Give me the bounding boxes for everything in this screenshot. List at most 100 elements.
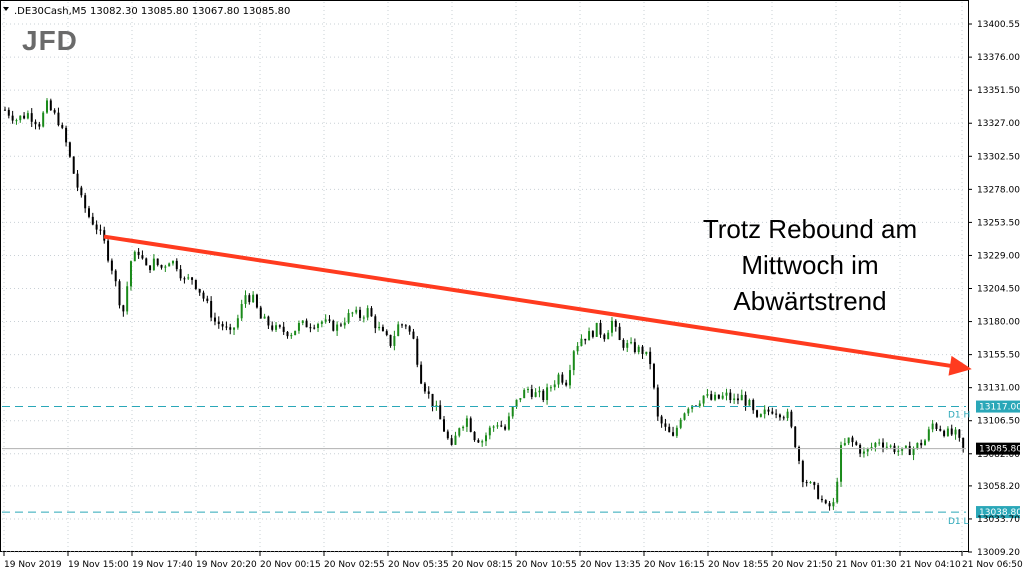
candle-body: [874, 442, 877, 447]
candle: [160, 264, 163, 270]
candle: [401, 323, 404, 328]
candle: [488, 425, 491, 440]
y-tick-label: 13204.50: [977, 285, 1020, 295]
candle-body: [904, 445, 907, 448]
candle-body: [698, 403, 701, 406]
candle-body: [878, 442, 881, 444]
candle: [95, 220, 98, 235]
candle-body: [248, 295, 251, 303]
candle: [859, 443, 862, 458]
candle-body: [729, 392, 732, 401]
candle-body: [870, 446, 873, 449]
candle: [752, 398, 755, 414]
candle: [443, 415, 446, 432]
candle-body: [664, 423, 667, 427]
collapse-triangle-icon[interactable]: [3, 7, 9, 11]
candle-body: [549, 387, 552, 389]
candle-body: [210, 300, 213, 318]
x-tick-label: 19 Nov 15:00: [68, 560, 129, 570]
candle: [118, 279, 121, 309]
candle: [523, 388, 526, 399]
candle: [381, 324, 384, 332]
candle-body: [836, 481, 839, 503]
candle: [500, 420, 503, 428]
candle-body: [675, 427, 678, 436]
candle-body: [213, 317, 216, 322]
candle-body: [912, 448, 915, 455]
candle-body: [534, 392, 537, 397]
candle: [427, 386, 430, 399]
candle-body: [252, 294, 255, 303]
candle-body: [588, 331, 591, 341]
candle-body: [691, 405, 694, 409]
candle: [236, 314, 239, 330]
x-tick-label: 19 Nov 20:20: [196, 560, 257, 570]
candle: [851, 435, 854, 447]
candle-body: [526, 389, 529, 391]
candle: [49, 98, 52, 111]
candle-body: [775, 413, 778, 415]
candle: [446, 429, 449, 440]
candle: [259, 305, 262, 319]
candle: [721, 392, 724, 400]
candle: [194, 279, 197, 290]
candle-body: [832, 502, 835, 507]
candle: [630, 337, 633, 345]
candles-layer: [4, 98, 965, 511]
candle-body: [110, 260, 113, 271]
candle: [935, 422, 938, 431]
candle-body: [462, 426, 465, 429]
level-price-badge: [976, 400, 1020, 413]
trendline-arrow-icon: [948, 355, 972, 376]
candle: [668, 423, 671, 433]
candle-body: [649, 351, 652, 365]
y-tick-label: 13376.00: [977, 53, 1020, 63]
candle-body: [481, 441, 484, 443]
candle: [950, 424, 953, 436]
candle: [7, 107, 10, 119]
x-tick-label: 20 Nov 16:15: [644, 560, 705, 570]
candle: [137, 248, 140, 259]
candle: [317, 322, 320, 332]
candle: [168, 262, 171, 267]
candle: [824, 499, 827, 505]
candle-body: [798, 447, 801, 461]
candle-body: [809, 482, 812, 484]
candle-body: [954, 429, 957, 435]
candle: [618, 323, 621, 341]
candle-body: [706, 394, 709, 396]
candle-body: [19, 115, 22, 121]
candle-body: [901, 447, 904, 451]
candle-body: [565, 382, 568, 386]
candle: [309, 323, 312, 333]
candle-body: [393, 336, 396, 346]
candle-body: [488, 427, 491, 436]
candle-body: [114, 270, 117, 282]
candle-body: [454, 435, 457, 445]
candle-body: [824, 500, 827, 504]
candle-body: [939, 428, 942, 431]
candle: [672, 426, 675, 437]
candle-body: [263, 316, 266, 319]
annotation-line-2: Mittwoch im: [741, 250, 878, 280]
candle: [378, 321, 381, 331]
y-tick-label: 13009.20: [977, 548, 1020, 558]
x-tick-label: 20 Nov 13:35: [580, 560, 641, 570]
level-price-badge: [976, 506, 1020, 519]
candle: [511, 406, 514, 419]
y-tick-label: 13155.50: [977, 351, 1020, 361]
candle: [213, 312, 216, 326]
candle: [939, 425, 942, 432]
candle: [763, 405, 766, 419]
candle: [11, 110, 14, 124]
candle: [202, 290, 205, 302]
x-tick-label: 21 Nov 06:50: [962, 560, 1023, 570]
candle-body: [946, 428, 949, 436]
candle: [114, 269, 117, 287]
trendline-layer: [103, 234, 972, 376]
candle-body: [584, 338, 587, 341]
candle-body: [782, 417, 785, 419]
candle-body: [660, 416, 663, 424]
candle: [423, 381, 426, 394]
